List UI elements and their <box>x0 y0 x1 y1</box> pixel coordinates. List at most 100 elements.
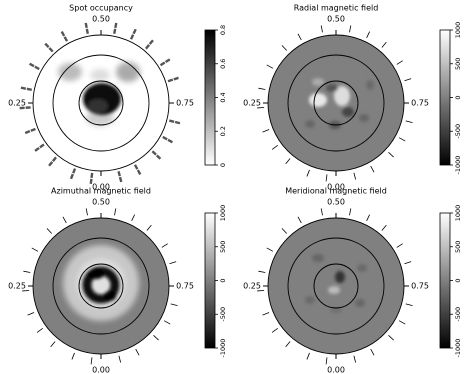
phase-marker <box>405 120 413 124</box>
phase-marker <box>34 65 40 71</box>
colorbar-tick-label: -1000 <box>219 339 227 358</box>
panel-title: Radial magnetic field <box>294 4 379 13</box>
phase-marker <box>46 228 53 234</box>
phase-marker <box>366 31 370 39</box>
phase-label: 0.25 <box>8 282 26 291</box>
phase-marker <box>159 61 166 67</box>
phase-marker <box>164 58 171 64</box>
phase-marker <box>370 165 375 173</box>
colorbar-tick-label: 0 <box>454 278 462 282</box>
phase-label: 0.50 <box>327 15 345 24</box>
latitude-ring <box>313 263 359 309</box>
phase-marker <box>388 334 394 341</box>
phase-marker <box>353 355 357 363</box>
panel-title: Meridional magnetic field <box>285 187 387 196</box>
phase-marker <box>148 39 154 45</box>
phase-marker <box>19 106 25 110</box>
colorbar-tick-label: -500 <box>454 124 462 139</box>
phase-label: 0.00 <box>327 183 345 192</box>
phase-marker <box>262 129 270 133</box>
phase-marker <box>320 208 323 216</box>
phase-marker <box>398 320 406 325</box>
phase-marker <box>30 127 36 132</box>
colorbar-tick-label: 500 <box>454 58 462 70</box>
phase-marker <box>90 357 93 365</box>
phase-marker <box>174 120 181 125</box>
colorbar-tick-label: -500 <box>219 307 227 322</box>
phase-marker <box>388 151 394 158</box>
phase-label: 0.00 <box>327 366 345 374</box>
phase-marker <box>404 78 412 82</box>
phase-marker <box>85 28 89 34</box>
phase-marker <box>72 168 77 174</box>
phase-marker <box>89 178 93 185</box>
latitude-ring <box>313 80 359 126</box>
phase-marker <box>51 156 57 162</box>
phase-label: 0.00 <box>92 183 110 192</box>
latitude-ring <box>52 237 150 335</box>
phase-marker <box>271 327 278 333</box>
phase-marker <box>306 169 310 177</box>
colorbar-tick-label: -1000 <box>454 339 462 358</box>
phase-label: 0.00 <box>92 366 110 374</box>
phase-marker <box>31 247 39 252</box>
phase-marker <box>129 34 135 40</box>
phase-marker <box>113 28 117 34</box>
phase-marker <box>163 320 171 325</box>
phase-marker <box>285 341 291 348</box>
phase-label: 0.75 <box>176 99 194 108</box>
phase-marker <box>114 22 118 29</box>
phase-label: 0.50 <box>327 198 345 207</box>
phase-marker <box>281 45 288 51</box>
colorbar-tick-label: -1000 <box>454 156 462 175</box>
phase-marker <box>258 270 266 273</box>
phase-marker <box>118 176 123 183</box>
phase-label: 0.75 <box>411 282 429 291</box>
latitude-ring <box>52 54 150 152</box>
phase-marker <box>117 170 121 177</box>
colorbar-tick-label: 0 <box>219 163 227 167</box>
phase-marker <box>168 119 175 123</box>
colorbar-tick-label: 0.4 <box>219 92 227 102</box>
phase-marker <box>325 174 328 182</box>
colorbar-tick-label: 0.2 <box>219 126 227 136</box>
phase-marker <box>118 355 122 363</box>
colorbar <box>439 212 451 349</box>
phase-marker <box>145 44 151 50</box>
colorbar-tick-label: 500 <box>219 241 227 253</box>
phase-marker <box>24 130 31 135</box>
phase-marker <box>50 341 56 348</box>
phase-marker <box>349 25 352 33</box>
map-features <box>58 62 374 321</box>
phase-marker <box>398 137 406 142</box>
phase-marker <box>167 138 173 144</box>
phase-marker <box>23 270 31 273</box>
phase-marker <box>306 352 310 360</box>
phase-marker <box>146 224 152 231</box>
phase-marker <box>132 28 137 35</box>
phase-marker <box>281 228 288 234</box>
panel-title: Azimuthal magnetic field <box>51 187 151 196</box>
phase-marker <box>131 214 135 222</box>
colorbar-tick-label: 1000 <box>454 22 462 39</box>
phase-label: 0.25 <box>243 282 261 291</box>
phase-marker <box>48 161 54 167</box>
phase-label: 0.50 <box>92 15 110 24</box>
phase-marker <box>405 303 413 307</box>
phase-marker <box>381 41 387 48</box>
phase-marker <box>297 216 302 224</box>
phase-marker <box>266 247 274 252</box>
phase-marker <box>135 348 140 356</box>
phase-marker <box>71 352 75 360</box>
phase-marker <box>39 143 45 149</box>
phase-marker <box>62 216 67 224</box>
phase-marker <box>297 33 302 41</box>
phase-marker <box>27 312 35 316</box>
colorbar-tick-label: 1000 <box>219 205 227 222</box>
phase-label: 0.75 <box>176 282 194 291</box>
colorbar-tick-label: 0.6 <box>219 59 227 69</box>
phase-marker <box>85 208 88 216</box>
phase-marker <box>396 243 403 248</box>
colorbar-tick-label: 0.8 <box>219 25 227 35</box>
phase-marker <box>161 243 168 248</box>
